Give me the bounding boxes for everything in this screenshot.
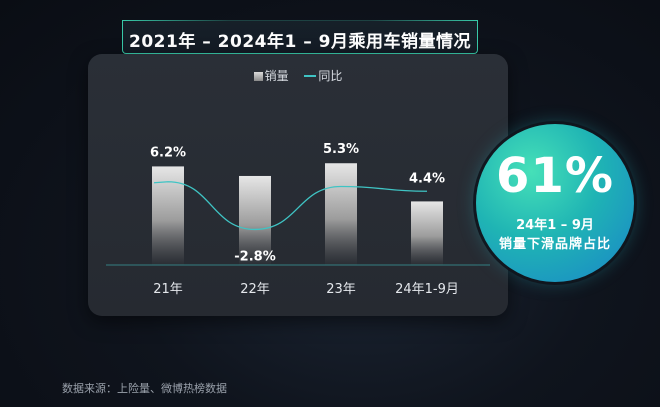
category-label-3: 24年1-9月 xyxy=(395,282,459,297)
data-source-note: 数据来源：上险量、微博热榜数据 xyxy=(62,382,227,395)
line-swatch-icon xyxy=(304,75,317,77)
chart-title: 2021年 – 2024年1 – 9月乘用车销量情况 xyxy=(129,32,471,52)
legend-item-bar: 销量 xyxy=(253,67,289,84)
highlight-description: 销量下滑品牌占比 xyxy=(498,237,611,252)
value-label-0: 6.2% xyxy=(150,145,186,160)
value-label-2: 5.3% xyxy=(323,142,359,157)
bar-3 xyxy=(411,201,443,265)
highlight-value: 61% xyxy=(496,148,614,204)
highlight-circle: 61% 24年1 – 9月 销量下滑品牌占比 xyxy=(476,124,634,282)
category-label-0: 21年 xyxy=(153,282,183,297)
chart-panel: 销量 同比 6.2% -2.8% 5.3% 4.4% 21年 22年 23年 24年1-9月 xyxy=(88,54,508,316)
legend: 销量 同比 xyxy=(88,67,508,84)
bar-1 xyxy=(239,175,271,265)
title-banner: 2021年 – 2024年1 – 9月乘用车销量情况 xyxy=(122,20,478,54)
yoy-line xyxy=(153,181,428,231)
legend-line-label: 同比 xyxy=(318,69,343,83)
legend-bar-label: 销量 xyxy=(264,69,289,83)
bar-2 xyxy=(325,163,357,265)
value-label-1: -2.8% xyxy=(234,249,275,264)
category-label-2: 23年 xyxy=(326,282,356,297)
legend-item-line: 同比 xyxy=(304,67,342,84)
highlight-period: 24年1 – 9月 xyxy=(516,218,594,233)
category-label-1: 22年 xyxy=(240,282,270,297)
chart-plot: 6.2% -2.8% 5.3% 4.4% 21年 22年 23年 24年1-9月 xyxy=(106,142,490,297)
value-label-3: 4.4% xyxy=(409,171,445,186)
bar-swatch-icon xyxy=(253,72,263,81)
